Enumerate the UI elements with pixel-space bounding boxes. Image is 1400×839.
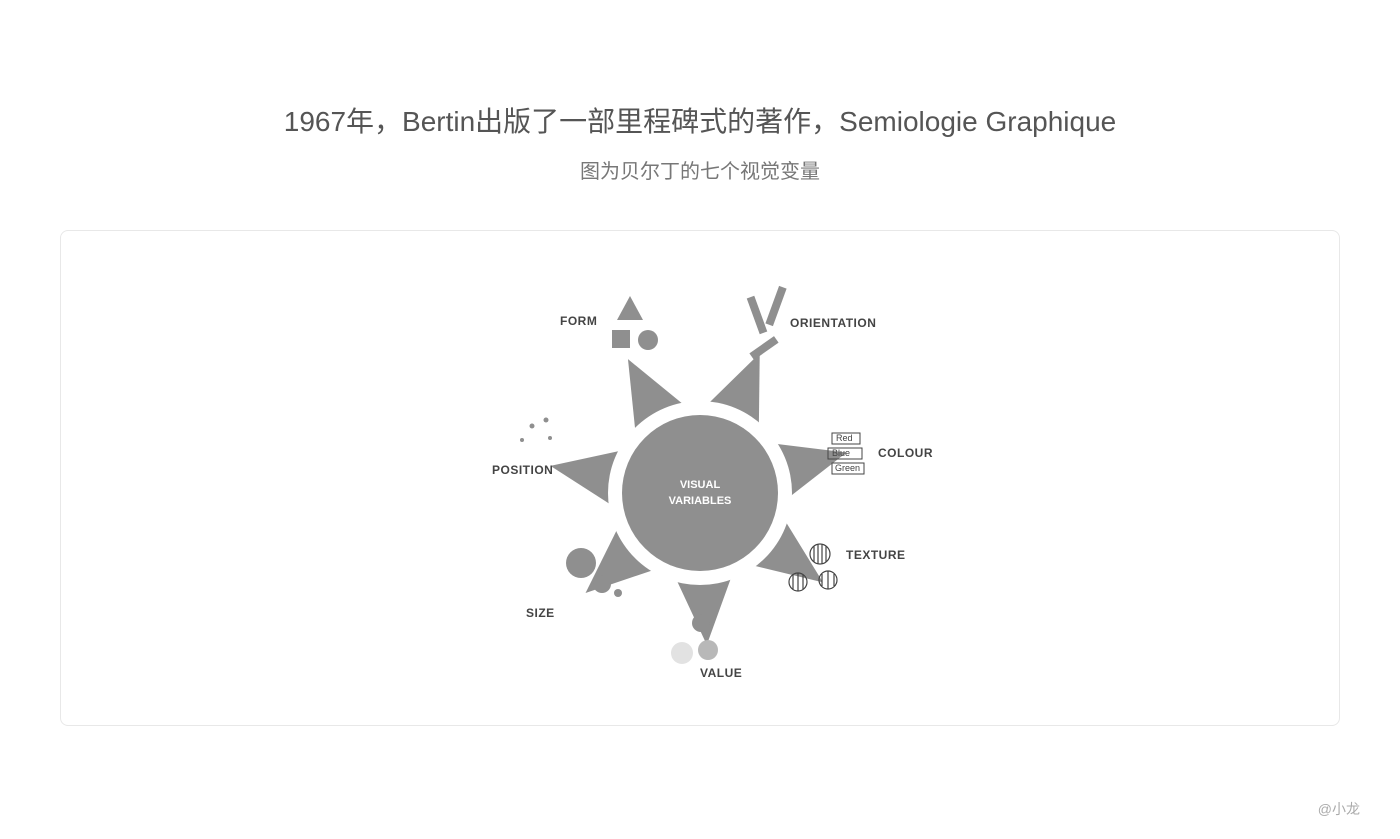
page-subtitle: 图为贝尔丁的七个视觉变量 (0, 155, 1400, 184)
form-circle-icon (638, 330, 658, 350)
label-form: FORM (560, 314, 597, 328)
label-position: POSITION (492, 463, 553, 477)
label-value: VALUE (700, 666, 742, 680)
page-title: 1967年，Bertin出版了一部里程碑式的著作，Semiologie Grap… (0, 100, 1400, 140)
position-dots-icon (520, 418, 552, 443)
center-text-2: VARIABLES (669, 495, 732, 507)
label-texture: TEXTURE (846, 548, 906, 562)
credit: @小龙 (1318, 799, 1360, 819)
visual-variables-diagram: VISUAL VARIABLES (460, 258, 940, 698)
orientation-bars-icon (747, 286, 787, 360)
figure-card: VISUAL VARIABLES (60, 230, 1340, 726)
colour-green: Green (835, 463, 860, 473)
center-text-1: VISUAL (680, 479, 721, 491)
colour-blue: Blue (832, 448, 850, 458)
label-orientation: ORIENTATION (790, 316, 876, 330)
form-square-icon (612, 330, 630, 348)
form-triangle-icon (617, 296, 643, 320)
colour-red: Red (836, 433, 853, 443)
label-colour: COLOUR (878, 446, 933, 460)
label-size: SIZE (526, 606, 555, 620)
